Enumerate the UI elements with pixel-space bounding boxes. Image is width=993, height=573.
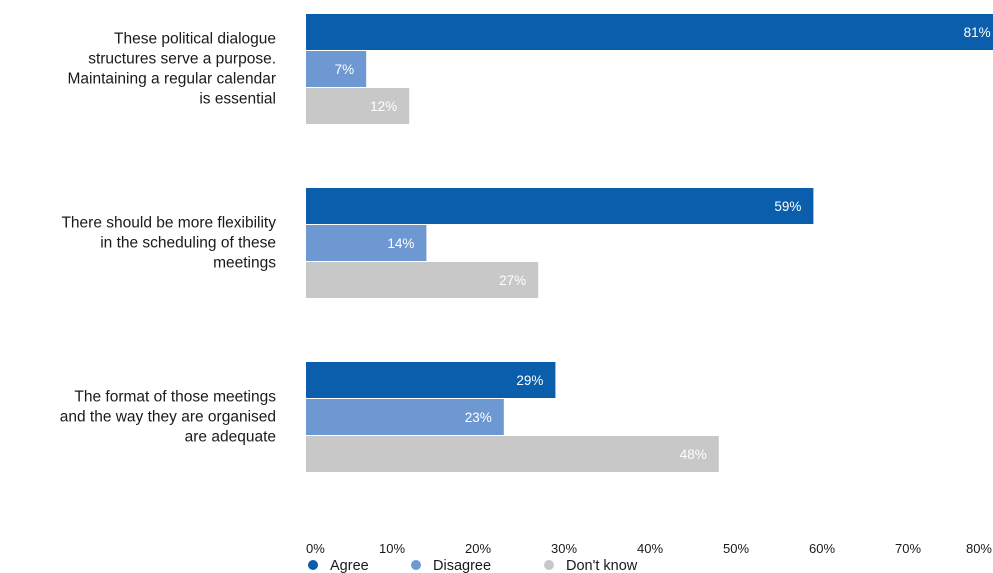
bar-value-label: 23% <box>465 410 492 425</box>
x-tick-label: 50% <box>723 541 749 556</box>
category-label-line: Maintaining a regular calendar <box>67 71 276 88</box>
category-label-line: is essential <box>199 91 276 108</box>
bar-don-t-know <box>306 88 410 124</box>
category-labels: These political dialogue structures serve… <box>60 31 277 446</box>
bar-value-label: 27% <box>499 273 526 288</box>
category-label-line: These political dialogue <box>114 31 276 48</box>
category-label-line: meetings <box>213 255 276 272</box>
category-label: The format of those meetings and the way … <box>60 389 277 446</box>
x-tick-label: 70% <box>895 541 921 556</box>
legend-marker <box>544 560 554 570</box>
bar-disagree <box>306 51 367 87</box>
category-label-line: and the way they are organised <box>60 409 276 426</box>
bar-don-t-know <box>306 262 539 298</box>
bar-value-label: 29% <box>516 373 543 388</box>
legend-label: Don't know <box>566 558 638 573</box>
bar-agree <box>306 362 556 398</box>
bar-value-label: 59% <box>774 199 801 214</box>
x-tick-label: 40% <box>637 541 663 556</box>
x-tick-label: 20% <box>465 541 491 556</box>
legend-marker <box>411 560 421 570</box>
category-label: These political dialogue structures serve… <box>67 31 276 108</box>
bar-disagree <box>306 399 504 435</box>
legend-label: Agree <box>330 558 369 573</box>
bar-value-label: 81% <box>964 25 991 40</box>
x-tick-label: 80% <box>966 541 992 556</box>
category-label: There should be more flexibility in the s… <box>61 215 276 272</box>
bar-disagree <box>306 225 427 261</box>
category-label-line: structures serve a purpose. <box>88 51 276 68</box>
category-label-line: in the scheduling of these <box>100 235 276 252</box>
bar-value-label: 48% <box>680 447 707 462</box>
x-tick-label: 30% <box>551 541 577 556</box>
x-axis-ticks: 0% 10% 20% 30% 40% 50% 60% 70% 80% <box>306 541 992 556</box>
bar-value-label: 12% <box>370 99 397 114</box>
bar-don-t-know <box>306 436 719 472</box>
legend-marker <box>308 560 318 570</box>
bar-agree <box>306 14 993 50</box>
category-label-line: are adequate <box>185 429 276 446</box>
bars-group: 81% 7% 12% 59% 14% 27% 29% 23% 48% <box>306 14 993 472</box>
bar-agree <box>306 188 814 224</box>
x-tick-label: 10% <box>379 541 405 556</box>
category-label-line: There should be more flexibility <box>61 215 276 232</box>
bar-value-label: 7% <box>335 62 355 77</box>
legend-label: Disagree <box>433 558 491 573</box>
x-tick-label: 0% <box>306 541 325 556</box>
category-label-line: The format of those meetings <box>74 389 276 406</box>
x-tick-label: 60% <box>809 541 835 556</box>
bar-value-label: 14% <box>387 236 414 251</box>
legend: Agree Disagree Don't know <box>308 558 638 573</box>
